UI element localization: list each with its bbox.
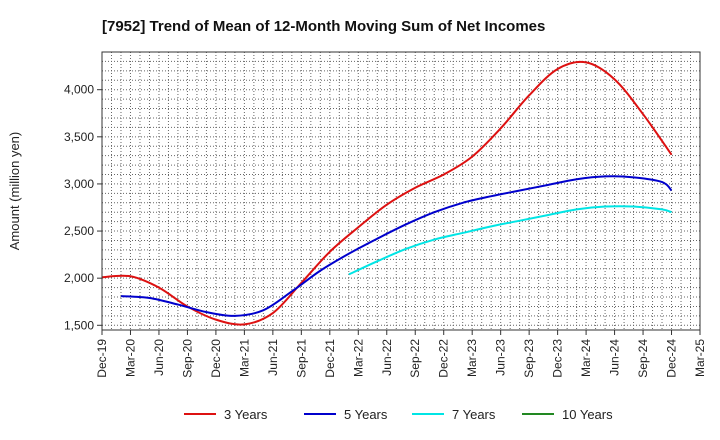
x-tick-label: Dec-23 xyxy=(551,339,565,378)
x-tick-label: Sep-22 xyxy=(408,339,422,378)
y-tick-label: 3,500 xyxy=(64,130,94,144)
x-tick-label: Mar-24 xyxy=(579,339,593,377)
axes xyxy=(97,51,701,335)
chart-title: [7952] Trend of Mean of 12-Month Moving … xyxy=(102,18,545,35)
x-tick-label: Sep-21 xyxy=(294,339,308,378)
x-tick-label: Dec-20 xyxy=(209,339,223,378)
x-tick-label: Mar-23 xyxy=(465,339,479,377)
y-tick-labels: 1,500 2,000 2,500 3,000 3,500 4,000 xyxy=(64,83,94,333)
legend-label-10-years: 10 Years xyxy=(562,407,613,422)
x-tick-label: Mar-22 xyxy=(351,339,365,377)
x-tick-label: Mar-20 xyxy=(123,339,137,377)
plot-area xyxy=(102,52,700,330)
x-tick-label: Dec-22 xyxy=(437,339,451,378)
y-tick-label: 1,500 xyxy=(64,318,94,332)
plot-frame xyxy=(101,51,701,331)
series-layer xyxy=(101,60,673,326)
x-tick-label: Jun-23 xyxy=(494,339,508,376)
plot-background xyxy=(102,52,700,330)
legend: 3 Years 5 Years 7 Years 10 Years xyxy=(184,407,613,422)
x-tick-label: Sep-20 xyxy=(180,339,194,378)
x-tick-label: Mar-25 xyxy=(693,339,707,377)
y-tick-label: 2,500 xyxy=(64,224,94,238)
x-tick-label: Dec-21 xyxy=(323,339,337,378)
legend-label-5-years: 5 Years xyxy=(344,407,388,422)
x-tick-label: Dec-24 xyxy=(665,339,679,378)
x-tick-label: Dec-19 xyxy=(95,339,109,378)
legend-label-7-years: 7 Years xyxy=(452,407,496,422)
y-tick-label: 4,000 xyxy=(64,83,94,97)
grid-lines xyxy=(101,51,701,330)
x-tick-label: Jun-21 xyxy=(266,339,280,376)
series-line-5-years xyxy=(121,175,673,317)
x-tick-labels: Dec-19 Mar-20 Jun-20 Sep-20 Dec-20 Mar-21 Jun-… xyxy=(95,339,707,378)
x-tick-label: Jun-22 xyxy=(380,339,394,376)
y-tick-label: 3,000 xyxy=(64,177,94,191)
x-tick-label: Jun-20 xyxy=(152,339,166,376)
x-tick-label: Jun-24 xyxy=(608,339,622,376)
x-tick-label: Sep-24 xyxy=(636,339,650,378)
series-line-7-years xyxy=(348,205,672,276)
y-axis-label: Amount (million yen) xyxy=(7,132,22,251)
series-line-3-years xyxy=(101,60,673,326)
x-tick-label: Sep-23 xyxy=(522,339,536,378)
legend-label-3-years: 3 Years xyxy=(224,407,268,422)
y-tick-label: 2,000 xyxy=(64,271,94,285)
x-tick-label: Mar-21 xyxy=(237,339,251,377)
